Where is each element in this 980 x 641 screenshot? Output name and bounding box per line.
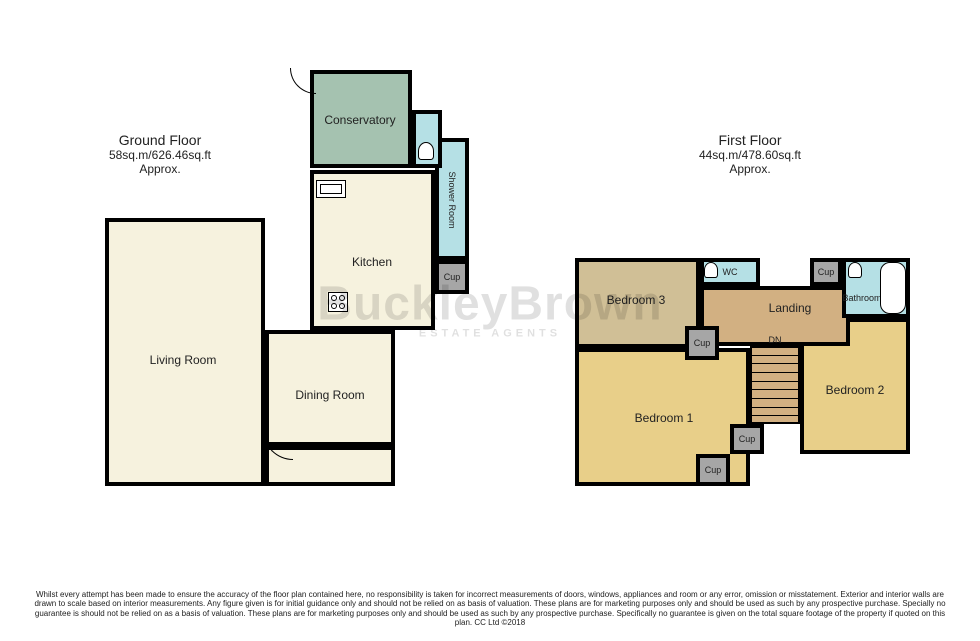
furniture-sink-rect [316,180,346,198]
disclaimer-text: Whilst every attempt has been made to en… [30,590,950,627]
floor-approx: Approx. [680,162,820,176]
stairs [750,346,800,424]
floor-title: Ground Floor58sq.m/626.46sq.ftApprox. [90,132,230,176]
furniture-bathtub [880,262,906,314]
room-cup-ff-2 [685,326,719,360]
door-arc [290,68,316,94]
furniture-toilet [848,262,862,278]
room-landing [700,286,850,346]
floor-name: First Floor [680,132,820,148]
floor-approx: Approx. [90,162,230,176]
floor-name: Ground Floor [90,132,230,148]
floorplan-canvas: Ground Floor58sq.m/626.46sq.ftApprox.Fir… [0,0,980,641]
room-dining-room [265,330,395,446]
room-bedroom-3 [575,258,700,348]
room-cup-ff-4 [696,454,730,486]
room-living-room [105,218,265,486]
room-cup-ff-3 [730,424,764,454]
floor-area: 44sq.m/478.60sq.ft [680,148,820,162]
floor-area: 58sq.m/626.46sq.ft [90,148,230,162]
furniture-toilet [704,262,718,278]
furniture-toilet [418,142,434,160]
room-cup-ff-1 [810,258,842,286]
furniture-hob [328,292,348,312]
floor-title: First Floor44sq.m/478.60sq.ftApprox. [680,132,820,176]
room-conservatory [310,70,412,168]
room-cup-gf [435,260,469,294]
